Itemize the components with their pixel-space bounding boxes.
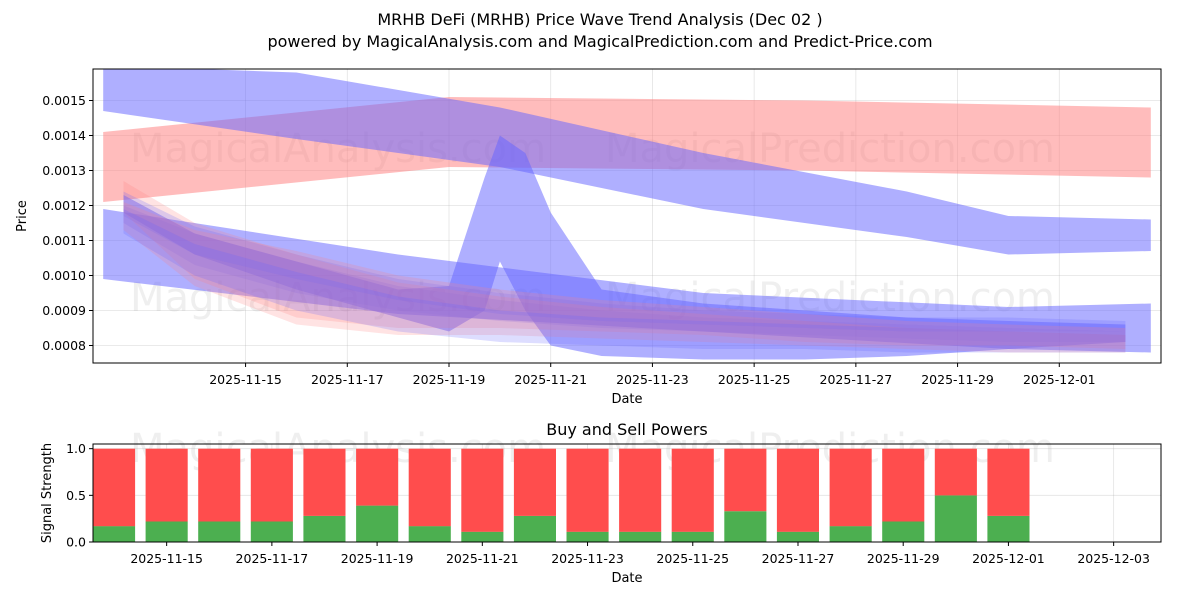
price-band-wave-3 [123, 191, 1126, 332]
price-panel: MagicalAnalysis.comMagicalPrediction.com… [15, 68, 1162, 407]
chart-subtitle: powered by MagicalAnalysis.com and Magic… [267, 32, 932, 51]
buy-bar [461, 531, 504, 542]
buy-bar [934, 495, 977, 542]
signal-x-tick-label: 2025-11-17 [236, 551, 309, 566]
sell-bar [882, 448, 925, 522]
signal-axes-frame [92, 443, 1162, 543]
chart-title: MRHB DeFi (MRHB) Price Wave Trend Analys… [377, 10, 822, 29]
price-band-wave-2 [123, 181, 1126, 349]
buy-bar [93, 526, 136, 542]
sell-bar [356, 448, 399, 506]
price-y-tick-label: 0.0010 [42, 268, 86, 283]
buy-bar [566, 531, 609, 542]
price-y-ticks: 0.0008 0.0009 0.0010 0.0011 0.0012 0.0013 0.00… [42, 93, 93, 353]
signal-y-tick-label: 1.0 [66, 441, 86, 456]
price-y-axis-label: Price [15, 200, 30, 232]
price-bands [103, 69, 1151, 360]
signal-x-tick-label: 2025-12-03 [1077, 551, 1150, 566]
sell-bar [408, 448, 451, 527]
signal-x-tick-label: 2025-11-29 [867, 551, 940, 566]
signal-x-tick-label: 2025-12-01 [972, 551, 1045, 566]
sell-bar [829, 448, 872, 527]
buy-bar [303, 515, 346, 542]
buy-bar [250, 521, 293, 542]
price-x-ticks: 2025-11-15 2025-11-17 2025-11-19 2025-11-21… [209, 363, 1096, 387]
sell-bar [145, 448, 188, 522]
price-y-tick-label: 0.0008 [42, 338, 86, 353]
sell-bar [934, 448, 977, 496]
price-y-tick-label: 0.0013 [42, 163, 86, 178]
signal-x-tick-label: 2025-11-19 [341, 551, 414, 566]
price-band-wave-4 [123, 202, 1126, 353]
price-x-tick-label: 2025-11-17 [311, 372, 384, 387]
price-x-tick-label: 2025-11-29 [921, 372, 994, 387]
price-y-tick-label: 0.0009 [42, 303, 86, 318]
signal-x-tick-label: 2025-11-23 [551, 551, 624, 566]
price-x-tick-label: 2025-11-23 [616, 372, 689, 387]
price-y-tick-label: 0.0014 [42, 128, 86, 143]
sell-bar [671, 448, 714, 532]
price-x-tick-label: 2025-11-19 [413, 372, 486, 387]
sell-bar [513, 448, 556, 516]
price-x-tick-label: 2025-11-15 [209, 372, 282, 387]
buy-bar [829, 526, 872, 542]
sell-bar [776, 448, 819, 532]
signal-y-ticks: 0.0 0.5 1.0 [66, 441, 93, 550]
buy-bar [671, 531, 714, 542]
signal-panel-title: Buy and Sell Powers [546, 420, 708, 439]
signal-y-tick-label: 0.0 [66, 535, 86, 550]
price-band-blue-wave-peak [123, 135, 1126, 360]
buy-bar [882, 521, 925, 542]
price-y-tick-label: 0.0012 [42, 198, 86, 213]
buy-bar [724, 511, 767, 542]
sell-bar [987, 448, 1030, 516]
price-axes-frame [92, 68, 1162, 364]
price-y-tick-label: 0.0011 [42, 233, 86, 248]
buy-bar [198, 521, 241, 542]
sell-bar [93, 448, 136, 527]
signal-x-axis-label: Date [611, 571, 642, 586]
price-x-axis-label: Date [611, 392, 642, 407]
price-x-tick-label: 2025-11-21 [514, 372, 587, 387]
price-band-wave-1 [123, 205, 1126, 342]
price-x-tick-label: 2025-11-25 [718, 372, 791, 387]
buy-bar [356, 505, 399, 542]
buy-bar [408, 526, 451, 542]
sell-bar [566, 448, 609, 532]
signal-y-tick-label: 0.5 [66, 488, 86, 503]
price-y-tick-label: 0.0015 [42, 93, 86, 108]
signal-x-tick-label: 2025-11-15 [130, 551, 203, 566]
sell-bar [250, 448, 293, 522]
buy-bar [987, 515, 1030, 542]
sell-bar [461, 448, 504, 532]
buy-bar [776, 531, 819, 542]
price-band-wave-5 [123, 209, 1126, 353]
signal-x-tick-label: 2025-11-27 [762, 551, 835, 566]
price-x-tick-label: 2025-12-01 [1023, 372, 1096, 387]
signal-x-ticks: 2025-11-15 2025-11-17 2025-11-19 2025-11-21… [130, 542, 1150, 566]
signal-x-tick-label: 2025-11-21 [446, 551, 519, 566]
price-band-blue-trend-upper [103, 69, 1151, 255]
signal-x-tick-label: 2025-11-25 [656, 551, 729, 566]
buy-bar [145, 521, 188, 542]
signal-bars [93, 448, 1030, 542]
signal-y-axis-label: Signal Strength [40, 443, 55, 543]
sell-bar [198, 448, 241, 522]
buy-bar [513, 515, 556, 542]
sell-bar [619, 448, 662, 532]
price-x-tick-label: 2025-11-27 [820, 372, 893, 387]
buy-bar [619, 531, 662, 542]
signal-panel: Buy and Sell Powers MagicalAnalysis.comM… [40, 420, 1162, 586]
sell-bar [724, 448, 767, 512]
sell-bar [303, 448, 346, 516]
